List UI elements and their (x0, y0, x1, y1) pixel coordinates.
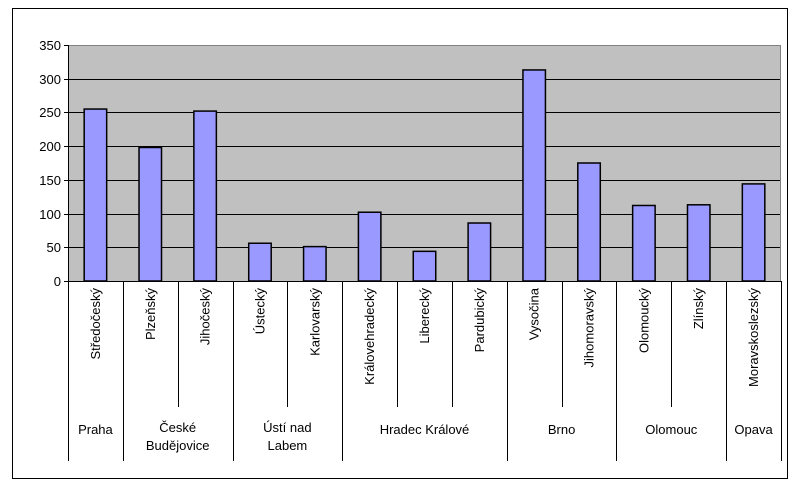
y-axis: 0 50 100 150 200 250 300 350 (39, 38, 69, 289)
x-category-label: Jihočeský (198, 288, 213, 346)
x-category-label: Liberecký (417, 288, 432, 344)
y-tick-label: 50 (47, 240, 61, 255)
bar-4 (247, 242, 272, 282)
x-group-label: Opava (734, 422, 773, 437)
x-category-label: Karlovarský (307, 288, 322, 356)
x-group-label: Praha (78, 422, 113, 437)
x-category-label: Ústecký (252, 288, 267, 335)
x-category-label: Vysočina (527, 287, 542, 340)
y-tick-label: 350 (39, 38, 61, 53)
bar-11 (631, 204, 656, 282)
x-group-label: Olomouc (645, 422, 698, 437)
x-category-label: Královehradecký (362, 288, 377, 385)
x-category-label: Zlínský (691, 288, 706, 330)
x-group-label: Hradec Králové (380, 422, 470, 437)
bar-13 (741, 183, 766, 282)
x-group-label: Ústí nad (263, 420, 311, 435)
y-tick-label: 150 (39, 173, 61, 188)
bar-2 (138, 146, 163, 282)
x-category-label: Moravskoslezský (746, 288, 761, 387)
plot-background (68, 45, 781, 281)
x-group-label: Labem (268, 438, 308, 453)
x-group-label: Budějovice (146, 438, 210, 453)
y-tick-label: 100 (39, 207, 61, 222)
x-category-label: Pardubický (472, 288, 487, 353)
bar-6 (357, 211, 382, 282)
bar-9 (522, 69, 547, 282)
plot-area (68, 45, 781, 282)
bar-12 (686, 204, 711, 282)
x-category-label: Jihomoravský (582, 288, 597, 368)
y-tick-label: 300 (39, 72, 61, 87)
bar-3 (193, 110, 218, 282)
bar-1 (83, 108, 108, 282)
y-tick-label: 200 (39, 139, 61, 154)
x-category-label: Plzeňský (143, 288, 158, 341)
y-tick-label: 0 (54, 274, 61, 289)
x-category-label: Středočeský (88, 288, 103, 360)
x-group-label: České (159, 420, 196, 435)
bar-8 (467, 222, 492, 282)
x-group-label: Brno (548, 422, 575, 437)
y-tick-label: 250 (39, 105, 61, 120)
bar-7 (412, 250, 437, 282)
x-category-label: Olomoucký (636, 288, 651, 354)
bar-5 (302, 245, 327, 282)
x-axis: Středočeský Plzeňský Jihočeský Ústecký Karlo… (68, 281, 782, 461)
bar-10 (577, 162, 602, 282)
